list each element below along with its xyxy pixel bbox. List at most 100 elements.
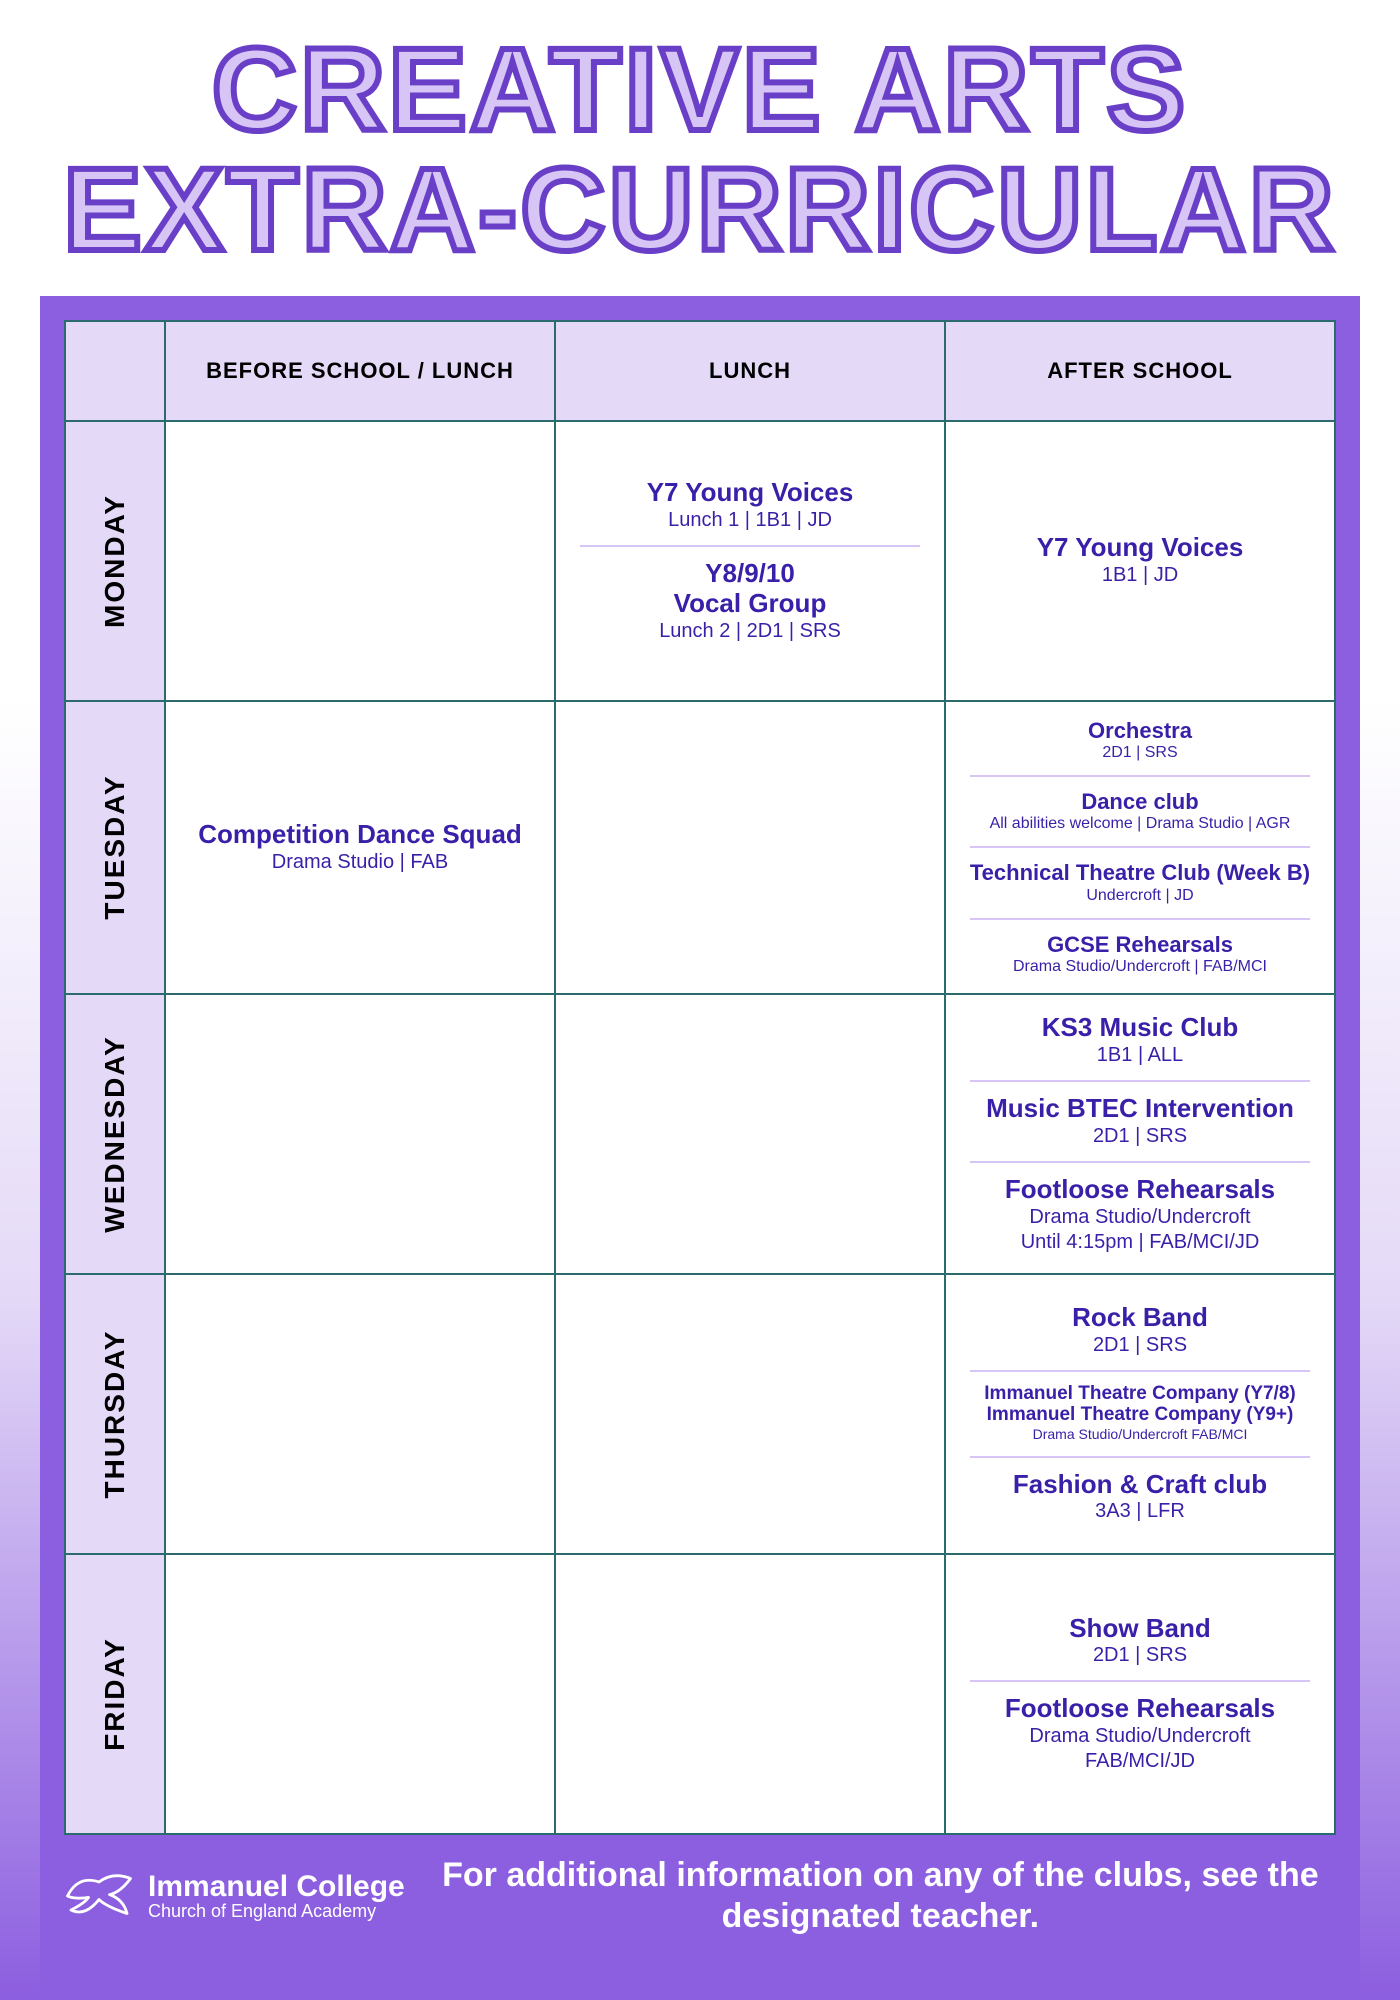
entry-separator <box>970 846 1310 848</box>
header-after: After School <box>945 321 1335 421</box>
slot-after: Y7 Young Voices1B1 | JD <box>945 421 1335 701</box>
slot-lunch <box>555 1554 945 1834</box>
page: CREATIVE ARTS EXTRA-CURRICULAR Before Sc… <box>0 0 1400 2000</box>
day-label: Thursday <box>99 1329 131 1498</box>
entry-subtitle: Drama Studio/Undercroft | FAB/MCI <box>960 957 1320 977</box>
entry-title: GCSE Rehearsals <box>960 932 1320 957</box>
day-label: Monday <box>99 494 131 628</box>
slot-after: Orchestra2D1 | SRS Dance clubAll abilitie… <box>945 701 1335 994</box>
schedule-entry: Immanuel Theatre Company (Y7/8) Immanuel… <box>960 1378 1320 1449</box>
entry-separator <box>580 545 920 547</box>
header-row: Before School / Lunch Lunch After School <box>65 321 1335 421</box>
org-text: Immanuel College Church of England Acade… <box>148 1871 405 1921</box>
day-row: Wednesday KS3 Music Club1B1 | ALL Music BT… <box>65 994 1335 1274</box>
entry-stack: Rock Band2D1 | SRSImmanuel Theatre Compa… <box>960 1297 1320 1530</box>
day-label: Tuesday <box>99 775 131 920</box>
entry-stack: Y7 Young VoicesLunch 1 | 1B1 | JD Y8/9/10… <box>570 472 930 650</box>
entry-stack: Orchestra2D1 | SRS Dance clubAll abilitie… <box>960 712 1320 983</box>
entry-separator <box>970 775 1310 777</box>
schedule-entry: Y7 Young Voices1B1 | JD <box>960 527 1320 594</box>
entry-subtitle: 2D1 | SRS <box>960 1124 1320 1149</box>
title-line-1: CREATIVE ARTS <box>40 30 1360 150</box>
day-label: Friday <box>99 1637 131 1751</box>
entry-title: Footloose Rehearsals <box>960 1694 1320 1724</box>
entry-stack: Competition Dance SquadDrama Studio | FA… <box>180 814 540 881</box>
day-label-cell: Monday <box>65 421 165 701</box>
entry-stack: KS3 Music Club1B1 | ALL Music BTEC Interv… <box>960 1007 1320 1261</box>
entry-stack: Y7 Young Voices1B1 | JD <box>960 527 1320 594</box>
entry-separator <box>970 1456 1310 1458</box>
entry-title: Fashion & Craft club <box>960 1470 1320 1500</box>
schedule-entry: KS3 Music Club1B1 | ALL <box>960 1007 1320 1074</box>
day-row: MondayY7 Young VoicesLunch 1 | 1B1 | JDY… <box>65 421 1335 701</box>
footer: Immanuel College Church of England Acade… <box>64 1835 1336 1963</box>
schedule-entry: Dance clubAll abilities welcome | Drama … <box>960 783 1320 840</box>
entry-title: Technical Theatre Club (Week B) <box>960 860 1320 885</box>
schedule-entry: Orchestra2D1 | SRS <box>960 712 1320 769</box>
entry-title: Immanuel Theatre Company (Y7/8) Immanuel… <box>960 1384 1320 1426</box>
schedule-entry: Fashion & Craft club3A3 | LFR <box>960 1464 1320 1531</box>
slot-lunch <box>555 994 945 1274</box>
schedule-entry: GCSE RehearsalsDrama Studio/Undercroft |… <box>960 926 1320 983</box>
schedule-entry: Y7 Young VoicesLunch 1 | 1B1 | JD <box>570 472 930 539</box>
slot-before <box>165 1274 555 1554</box>
slot-lunch <box>555 701 945 994</box>
entry-subtitle: Undercroft | JD <box>960 886 1320 906</box>
schedule-board: Before School / Lunch Lunch After School… <box>40 296 1360 2000</box>
header-before: Before School / Lunch <box>165 321 555 421</box>
entry-subtitle: 2D1 | SRS <box>960 1643 1320 1668</box>
org-subtitle: Church of England Academy <box>148 1902 405 1921</box>
schedule-table: Before School / Lunch Lunch After School… <box>64 320 1336 1835</box>
entry-subtitle: 3A3 | LFR <box>960 1499 1320 1524</box>
day-label-cell: Friday <box>65 1554 165 1834</box>
entry-subtitle: Drama Studio/Undercroft FAB/MCI/JD <box>960 1724 1320 1774</box>
schedule-entry: Technical Theatre Club (Week B)Undercrof… <box>960 854 1320 911</box>
header-blank <box>65 321 165 421</box>
entry-separator <box>970 1370 1310 1372</box>
entry-title: Y7 Young Voices <box>570 478 930 508</box>
day-row: Friday Show Band2D1 | SRS Footloose Rehear… <box>65 1554 1335 1834</box>
day-label-cell: Thursday <box>65 1274 165 1554</box>
entry-subtitle: Drama Studio | FAB <box>180 850 540 875</box>
entry-subtitle: 1B1 | ALL <box>960 1043 1320 1068</box>
day-label: Wednesday <box>99 1035 131 1232</box>
schedule-entry: Music BTEC Intervention2D1 | SRS <box>960 1088 1320 1155</box>
entry-title: Y8/9/10 Vocal Group <box>570 559 930 619</box>
entry-separator <box>970 918 1310 920</box>
day-label-cell: Wednesday <box>65 994 165 1274</box>
schedule-entry: Y8/9/10 Vocal GroupLunch 2 | 2D1 | SRS <box>570 553 930 650</box>
slot-lunch <box>555 1274 945 1554</box>
entry-title: Dance club <box>960 789 1320 814</box>
entry-separator <box>970 1680 1310 1682</box>
schedule-entry: Competition Dance SquadDrama Studio | FA… <box>180 814 540 881</box>
footer-message: For additional information on any of the… <box>425 1855 1336 1937</box>
schedule-entry: Show Band2D1 | SRS <box>960 1608 1320 1675</box>
dove-icon <box>64 1866 134 1926</box>
entry-subtitle: All abilities welcome | Drama Studio | A… <box>960 814 1320 834</box>
day-row: Thursday Rock Band2D1 | SRSImmanuel Theat… <box>65 1274 1335 1554</box>
slot-after: KS3 Music Club1B1 | ALL Music BTEC Interv… <box>945 994 1335 1274</box>
schedule-body: MondayY7 Young VoicesLunch 1 | 1B1 | JDY… <box>65 421 1335 1834</box>
entry-stack: Show Band2D1 | SRS Footloose RehearsalsDr… <box>960 1608 1320 1781</box>
slot-before: Competition Dance SquadDrama Studio | FA… <box>165 701 555 994</box>
day-row: TuesdayCompetition Dance SquadDrama Stud… <box>65 701 1335 994</box>
slot-before <box>165 1554 555 1834</box>
entry-subtitle: Lunch 2 | 2D1 | SRS <box>570 619 930 644</box>
entry-separator <box>970 1161 1310 1163</box>
org-name: Immanuel College <box>148 1871 405 1903</box>
schedule-entry: Footloose RehearsalsDrama Studio/Undercr… <box>960 1688 1320 1780</box>
entry-subtitle: 2D1 | SRS <box>960 743 1320 763</box>
slot-before <box>165 994 555 1274</box>
entry-title: Y7 Young Voices <box>960 533 1320 563</box>
entry-title: Competition Dance Squad <box>180 820 540 850</box>
slot-before <box>165 421 555 701</box>
schedule-entry: Footloose RehearsalsDrama Studio/Undercr… <box>960 1169 1320 1261</box>
page-title: CREATIVE ARTS EXTRA-CURRICULAR <box>40 30 1360 271</box>
entry-subtitle: 2D1 | SRS <box>960 1333 1320 1358</box>
entry-subtitle: Drama Studio/Undercroft FAB/MCI <box>960 1426 1320 1444</box>
entry-subtitle: Lunch 1 | 1B1 | JD <box>570 508 930 533</box>
org-logo: Immanuel College Church of England Acade… <box>64 1866 405 1926</box>
entry-subtitle: Drama Studio/Undercroft Until 4:15pm | F… <box>960 1205 1320 1255</box>
day-label-cell: Tuesday <box>65 701 165 994</box>
slot-after: Rock Band2D1 | SRSImmanuel Theatre Compa… <box>945 1274 1335 1554</box>
